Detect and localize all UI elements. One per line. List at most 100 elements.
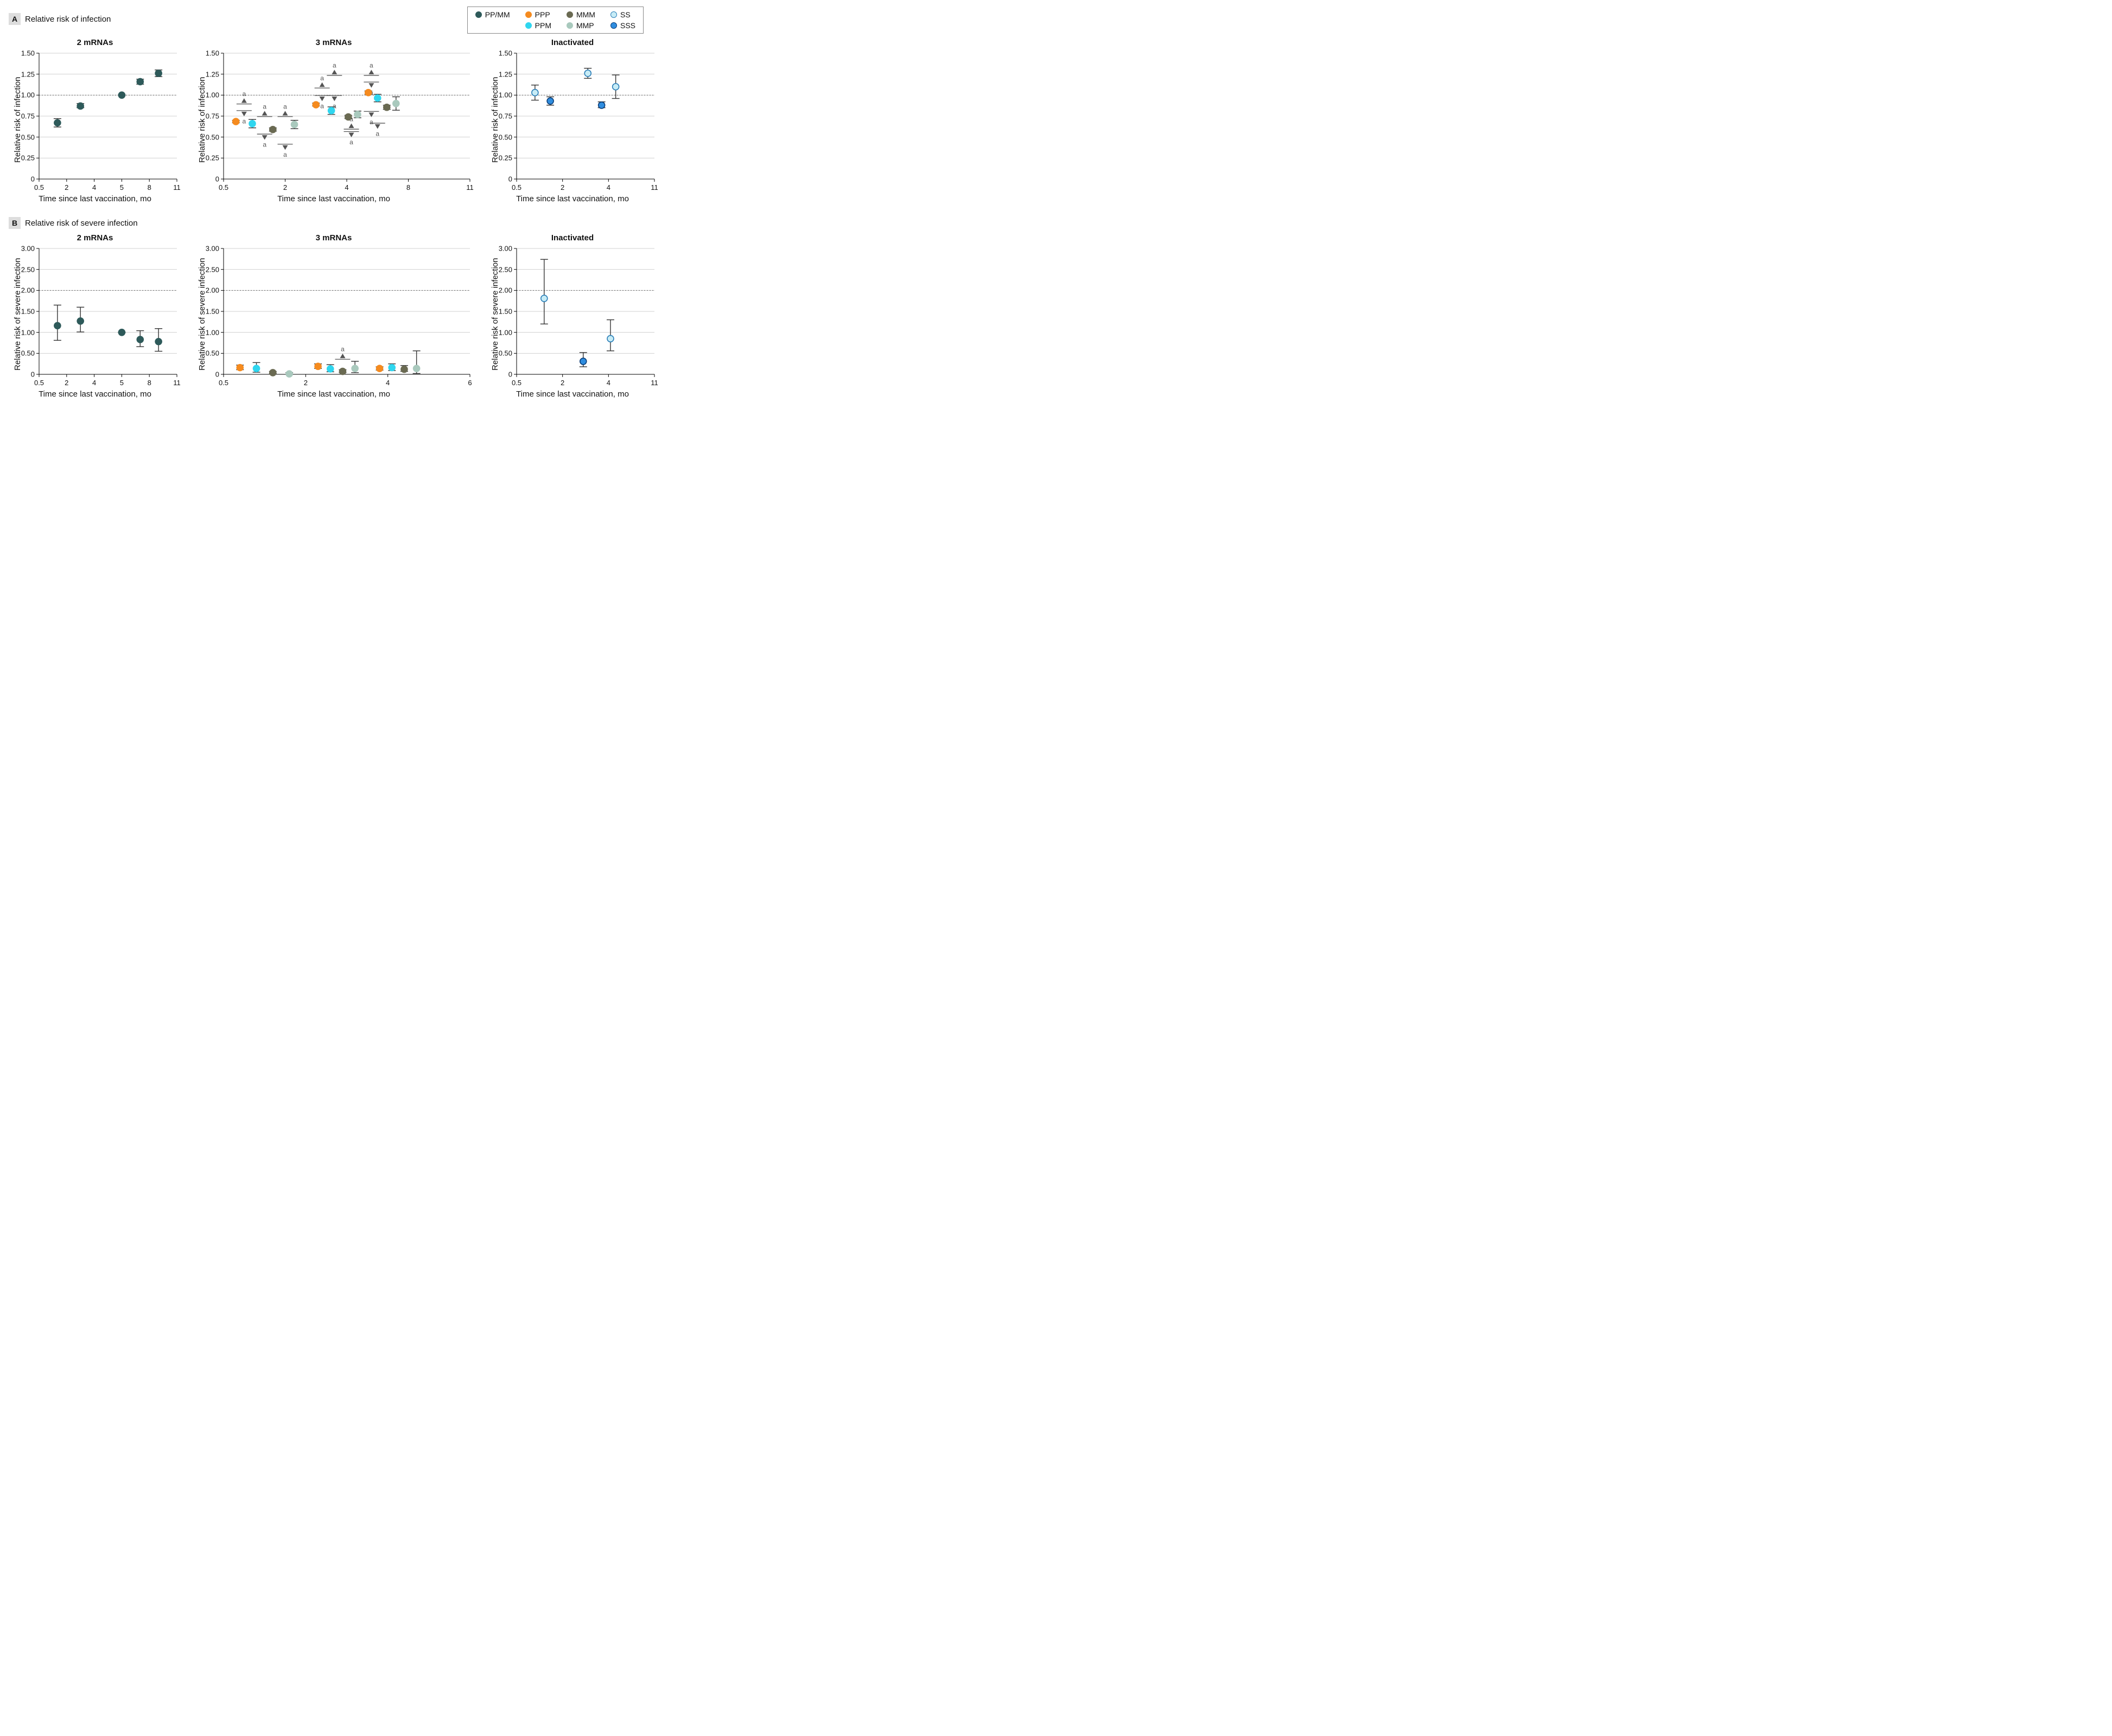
chart-title: Inactivated [483,233,662,242]
data-point [531,85,539,100]
data-point [136,79,144,85]
svg-text:a: a [263,141,266,149]
data-point [155,329,162,352]
data-point [376,365,384,372]
panel-b-row: 2 mRNAs0.524581100.501.001.502.002.503.0… [5,231,654,405]
chart-B1: 2 mRNAs0.524581100.501.001.502.002.503.0… [5,231,185,405]
legend-label: MMP [576,21,594,30]
data-point [249,119,256,127]
chart-title: 3 mRNAs [190,233,478,242]
xtick-label: 0.5 [219,379,228,387]
data-point [269,369,277,376]
data-point [253,362,260,372]
data-point [388,364,396,371]
data-point [374,94,381,102]
legend: PP/MMPPPPPMMMMMMPSSSSS [467,7,644,34]
y-axis-label: Relative risk of severe infection [13,258,22,371]
legend-swatch-mmm [567,11,573,18]
ytick-label: 1.50 [491,49,512,58]
legend-swatch-ppmm [475,11,482,18]
svg-text:a: a [333,62,336,69]
ytick-label: 0 [198,175,219,183]
xtick-label: 0.5 [219,183,228,192]
xtick-label: 2 [561,183,564,192]
data-point [584,68,591,79]
svg-text:a: a [283,151,287,158]
x-axis-label: Time since last vaccination, mo [483,390,662,399]
data-point [339,368,346,375]
data-point [77,103,84,109]
chart-B2: 3 mRNAsa0.524600.501.001.502.002.503.00T… [190,231,478,405]
legend-label: SS [620,10,631,19]
xtick-label: 4 [92,379,96,387]
data-point [354,111,361,118]
data-point [400,366,408,373]
xtick-label: 4 [607,379,610,387]
data-point [136,331,144,347]
legend-swatch-ppm [525,22,532,29]
xtick-label: 0.5 [512,379,521,387]
data-point [546,97,554,105]
legend-item-ppp: PPP [525,10,551,19]
xtick-label: 11 [651,183,658,192]
legend-label: PP/MM [485,10,510,19]
xtick-label: 0.5 [34,379,44,387]
panel-b-letter: B [9,217,21,229]
ytick-label: 3.00 [198,245,219,253]
legend-item-ss: SS [610,10,635,19]
chart-A1: 2 mRNAs0.524581100.250.500.751.001.251.5… [5,36,185,209]
chart-title: Inactivated [483,38,662,47]
svg-text:a: a [370,118,373,126]
panel-a-title: Relative risk of infection [25,15,111,24]
svg-text:a: a [242,90,246,98]
x-axis-label: Time since last vaccination, mo [5,194,185,203]
data-point [285,371,293,377]
xtick-label: 2 [65,183,68,192]
svg-text:a: a [370,62,373,69]
xtick-label: 2 [283,183,287,192]
xtick-label: 11 [466,183,474,192]
data-point [54,119,61,127]
xtick-label: 6 [468,379,472,387]
xtick-label: 8 [148,183,151,192]
data-point [314,363,322,369]
data-point [540,259,548,324]
ytick-label: 0 [198,371,219,379]
xtick-label: 11 [173,379,181,387]
data-point [232,118,240,125]
svg-text:a: a [242,117,246,125]
panel-b-label: B Relative risk of severe infection [9,217,654,229]
data-point [312,101,320,108]
y-axis-label: Relative risk of severe infection [198,258,207,371]
panel-a-label: A Relative risk of infection [9,13,467,25]
svg-text:a: a [283,103,287,110]
ytick-label: 3.00 [491,245,512,253]
ytick-label: 0 [13,371,35,379]
xtick-label: 11 [173,183,181,192]
data-point [327,365,334,372]
legend-swatch-sss [610,22,617,29]
svg-text:a: a [349,138,353,146]
xtick-label: 11 [651,379,658,387]
data-point [580,353,587,367]
x-axis-label: Time since last vaccination, mo [483,194,662,203]
legend-item-mmp: MMP [567,21,595,30]
data-point [392,97,400,110]
data-point [383,104,391,111]
svg-text:a: a [320,74,324,82]
xtick-label: 0.5 [512,183,521,192]
svg-text:a: a [263,103,266,110]
chart-A2: 3 mRNAsaaaaaaaaaaaaaaaa0.52481100.250.50… [190,36,478,209]
y-axis-label: Relative risk of infection [13,76,22,162]
legend-item-ppmm: PP/MM [475,10,510,19]
xtick-label: 5 [120,379,124,387]
xtick-label: 4 [386,379,390,387]
legend-swatch-ss [610,11,617,18]
legend-item-sss: SSS [610,21,635,30]
legend-label: SSS [620,21,635,30]
xtick-label: 4 [92,183,96,192]
chart-title: 3 mRNAs [190,38,478,47]
legend-label: PPM [535,21,551,30]
xtick-label: 2 [561,379,564,387]
chart-title: 2 mRNAs [5,38,185,47]
